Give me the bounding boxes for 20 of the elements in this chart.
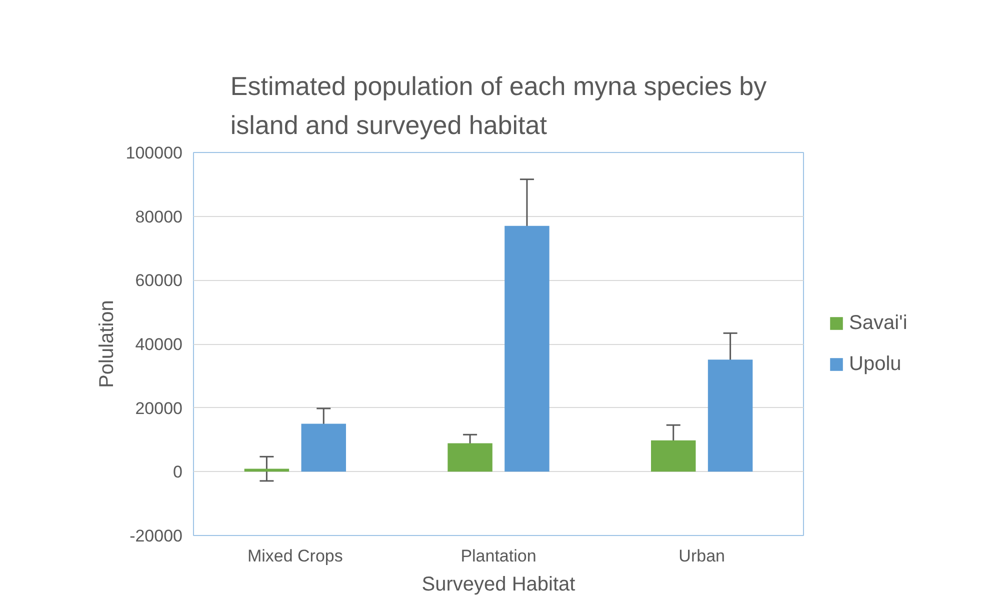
x-tick-label: Plantation bbox=[460, 546, 536, 566]
y-tick-label: 100000 bbox=[126, 144, 183, 162]
y-tick-label: -20000 bbox=[130, 526, 183, 546]
bar bbox=[504, 226, 550, 472]
legend-label: Upolu bbox=[849, 352, 902, 376]
bar bbox=[651, 440, 696, 472]
x-tick-label: Mixed Crops bbox=[247, 546, 343, 566]
bar bbox=[301, 424, 346, 472]
y-tick-label: 80000 bbox=[135, 207, 183, 226]
y-tick-label: 40000 bbox=[135, 335, 183, 354]
y-tick-label: 0 bbox=[173, 462, 183, 482]
y-tick-label: 60000 bbox=[135, 271, 183, 290]
x-tick-label: Urban bbox=[678, 546, 725, 566]
x-axis-title: Surveyed Habitat bbox=[422, 574, 576, 596]
bar bbox=[448, 443, 492, 472]
legend-label: Savai'i bbox=[849, 312, 908, 334]
y-tick-label: 20000 bbox=[135, 398, 183, 418]
chart-title: Estimated population of each myna species by island and surveyed habitat bbox=[230, 71, 767, 140]
bar bbox=[708, 360, 753, 472]
y-axis-title: Polulation bbox=[96, 300, 118, 388]
